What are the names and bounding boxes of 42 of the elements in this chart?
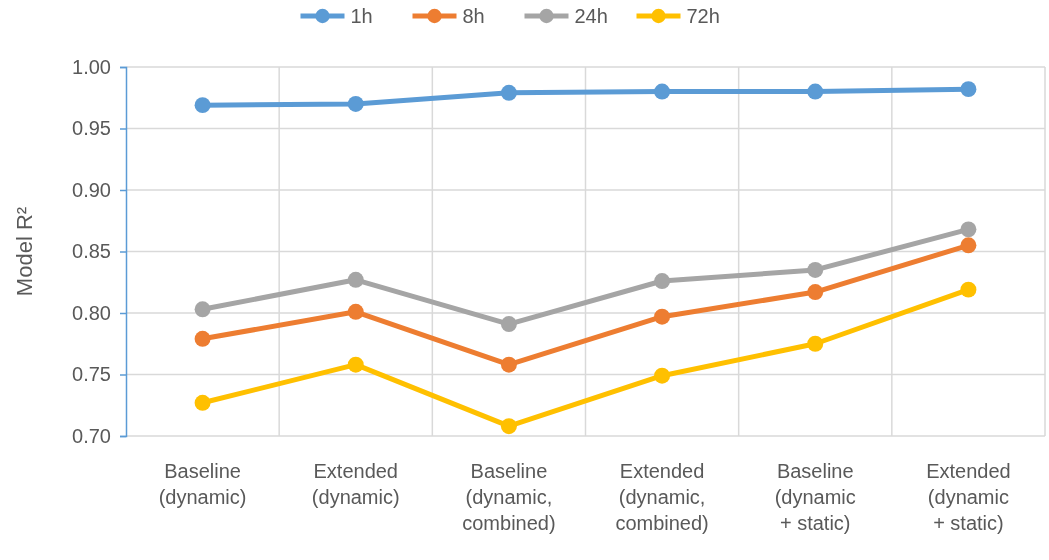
point bbox=[500, 356, 517, 373]
point bbox=[960, 237, 977, 254]
point bbox=[807, 284, 824, 301]
x-tick-label: Baseline (dynamic) bbox=[158, 460, 247, 508]
y-tick-label: 0.80 bbox=[72, 301, 111, 324]
point bbox=[194, 301, 211, 318]
point bbox=[347, 356, 364, 373]
point bbox=[347, 271, 364, 288]
point bbox=[347, 303, 364, 320]
point bbox=[807, 83, 824, 100]
point bbox=[347, 95, 364, 112]
x-tick-label: Extended (dynamic, combined) bbox=[615, 460, 709, 534]
x-tick-label: Extended (dynamic + static) bbox=[926, 460, 1011, 534]
legend-label: 8h bbox=[462, 5, 485, 27]
legend-label: 72h bbox=[686, 5, 720, 27]
point bbox=[194, 330, 211, 347]
point bbox=[807, 335, 824, 352]
y-axis-title: Model R² bbox=[12, 206, 37, 297]
point bbox=[500, 84, 517, 101]
y-tick-label: 0.85 bbox=[72, 240, 111, 263]
y-tick-label: 0.90 bbox=[72, 178, 111, 201]
point bbox=[500, 418, 517, 435]
point bbox=[194, 97, 211, 114]
point bbox=[654, 83, 671, 100]
x-tick-label: Baseline (dynamic, combined) bbox=[462, 460, 556, 534]
legend-label: 24h bbox=[574, 5, 608, 27]
point bbox=[194, 394, 211, 411]
y-tick-label: 1.00 bbox=[72, 55, 111, 78]
point bbox=[654, 273, 671, 289]
x-tick-label: Extended (dynamic) bbox=[311, 460, 400, 508]
point bbox=[807, 261, 824, 278]
point bbox=[654, 367, 671, 384]
point bbox=[500, 316, 517, 333]
legend-label: 1h bbox=[350, 5, 373, 27]
y-tick-label: 0.95 bbox=[72, 117, 111, 140]
point bbox=[654, 308, 671, 325]
point bbox=[960, 81, 977, 98]
point bbox=[960, 221, 977, 238]
point bbox=[960, 281, 977, 298]
y-tick-label: 0.70 bbox=[72, 424, 111, 447]
y-tick-label: 0.75 bbox=[72, 363, 111, 386]
x-tick-label: Baseline (dynamic + static) bbox=[774, 460, 856, 534]
